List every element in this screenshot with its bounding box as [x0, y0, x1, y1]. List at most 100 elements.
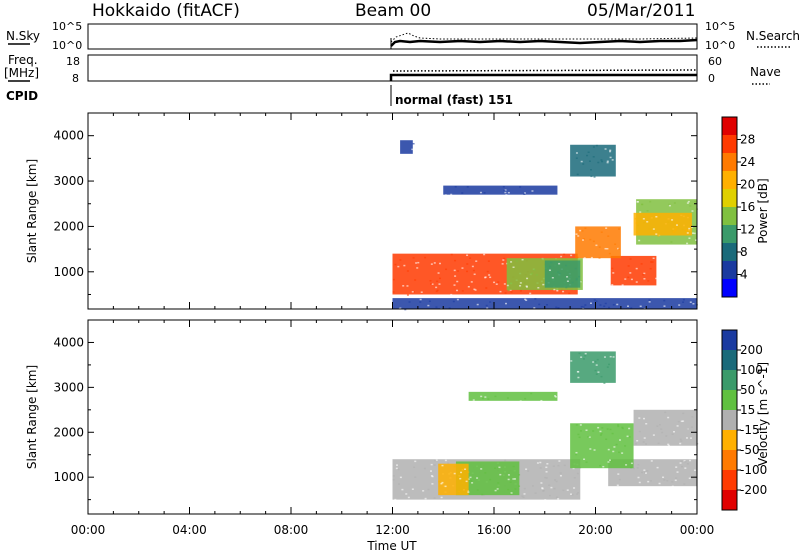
nsearch-label: N.Search	[746, 29, 800, 43]
data-speckle	[584, 304, 587, 306]
data-speckle	[519, 285, 522, 287]
data-speckle	[545, 466, 548, 469]
colorbar-segment	[722, 430, 737, 451]
data-speckle	[542, 490, 545, 492]
data-speckle	[548, 269, 551, 272]
data-speckle	[549, 265, 552, 268]
data-speckle	[670, 241, 673, 243]
colorbar-segment	[722, 370, 737, 391]
data-speckle	[575, 451, 578, 454]
data-speckle	[469, 257, 472, 259]
data-speckle	[610, 459, 613, 462]
data-speckle	[635, 267, 638, 270]
data-speckle	[467, 471, 470, 473]
data-speckle	[652, 257, 655, 260]
data-speckle	[548, 484, 551, 486]
velocity-data-layer	[392, 351, 699, 501]
data-speckle	[429, 279, 432, 282]
y-tick-label: 3000	[53, 174, 84, 188]
data-speckle	[569, 259, 572, 262]
data-speckle	[560, 255, 563, 258]
data-speckle	[647, 280, 650, 282]
data-speckle	[579, 424, 582, 426]
data-speckle	[405, 493, 408, 495]
data-speckle	[509, 481, 512, 483]
colorbar-segment	[722, 243, 737, 262]
data-speckle	[693, 232, 696, 235]
data-speckle	[587, 436, 590, 438]
colorbar-tick-label: 28	[740, 133, 755, 147]
data-speckle	[411, 291, 414, 293]
data-speckle	[512, 266, 515, 269]
data-speckle	[649, 480, 652, 482]
y-tick-label: 4000	[53, 335, 84, 349]
data-speckle	[639, 211, 642, 213]
data-speckle	[637, 476, 640, 479]
data-speckle	[585, 429, 588, 431]
data-speckle	[507, 488, 510, 491]
data-speckle	[456, 280, 459, 283]
data-speckle	[576, 472, 579, 475]
data-speckle	[395, 467, 398, 470]
data-speckle	[657, 442, 660, 445]
data-speckle	[618, 228, 621, 230]
data-speckle	[419, 298, 422, 301]
data-speckle	[485, 287, 488, 289]
data-speckle	[488, 274, 491, 276]
colorbar-tick-label: -200	[740, 483, 767, 497]
data-speckle	[685, 437, 688, 439]
colorbar-segment	[722, 390, 737, 411]
data-speckle	[637, 463, 640, 466]
data-speckle	[507, 478, 510, 481]
data-speckle	[475, 260, 478, 262]
data-speckle	[483, 192, 486, 194]
data-speckle	[406, 294, 409, 296]
data-speckle	[665, 435, 668, 437]
data-speckle	[412, 142, 415, 145]
data-speckle	[445, 268, 448, 271]
data-speckle	[672, 231, 675, 233]
data-speckle	[459, 477, 462, 480]
data-speckle	[562, 290, 565, 293]
data-speckle	[644, 472, 647, 474]
data-speckle	[634, 443, 637, 445]
data-speckle	[392, 278, 395, 281]
data-speckle	[504, 302, 507, 305]
data-speckle	[416, 267, 419, 269]
data-speckle	[453, 269, 456, 272]
colorbar-segment	[722, 207, 737, 226]
data-speckle	[682, 298, 685, 301]
data-speckle	[682, 420, 685, 422]
data-speckle	[636, 467, 639, 469]
data-speckle	[415, 262, 418, 264]
data-speckle	[473, 273, 476, 276]
data-speckle	[617, 425, 620, 428]
data-speckle	[518, 474, 521, 476]
data-speckle	[592, 146, 595, 148]
data-speckle	[582, 238, 585, 240]
data-region	[570, 423, 634, 469]
data-speckle	[625, 464, 628, 466]
data-speckle	[571, 281, 574, 284]
velocity-ylabel: Slant Range [km]	[25, 365, 39, 469]
data-speckle	[679, 462, 682, 464]
data-speckle	[558, 460, 561, 462]
data-speckle	[688, 237, 691, 239]
data-speckle	[435, 290, 438, 293]
data-speckle	[608, 363, 611, 366]
colorbar-frame	[721, 329, 738, 511]
data-speckle	[621, 452, 624, 454]
data-speckle	[593, 449, 596, 451]
power-axes: 1000 2000 3000 4000	[53, 113, 698, 309]
data-speckle	[583, 458, 586, 460]
nsky-right-tick-top: 10^5	[705, 20, 735, 33]
nave-tick-top: 60	[708, 55, 722, 68]
data-speckle	[489, 276, 492, 279]
data-speckle	[683, 483, 686, 485]
data-speckle	[453, 465, 456, 468]
data-speckle	[630, 278, 633, 281]
data-speckle	[692, 302, 695, 305]
data-speckle	[430, 263, 433, 265]
data-speckle	[489, 478, 492, 481]
data-speckle	[682, 412, 685, 415]
